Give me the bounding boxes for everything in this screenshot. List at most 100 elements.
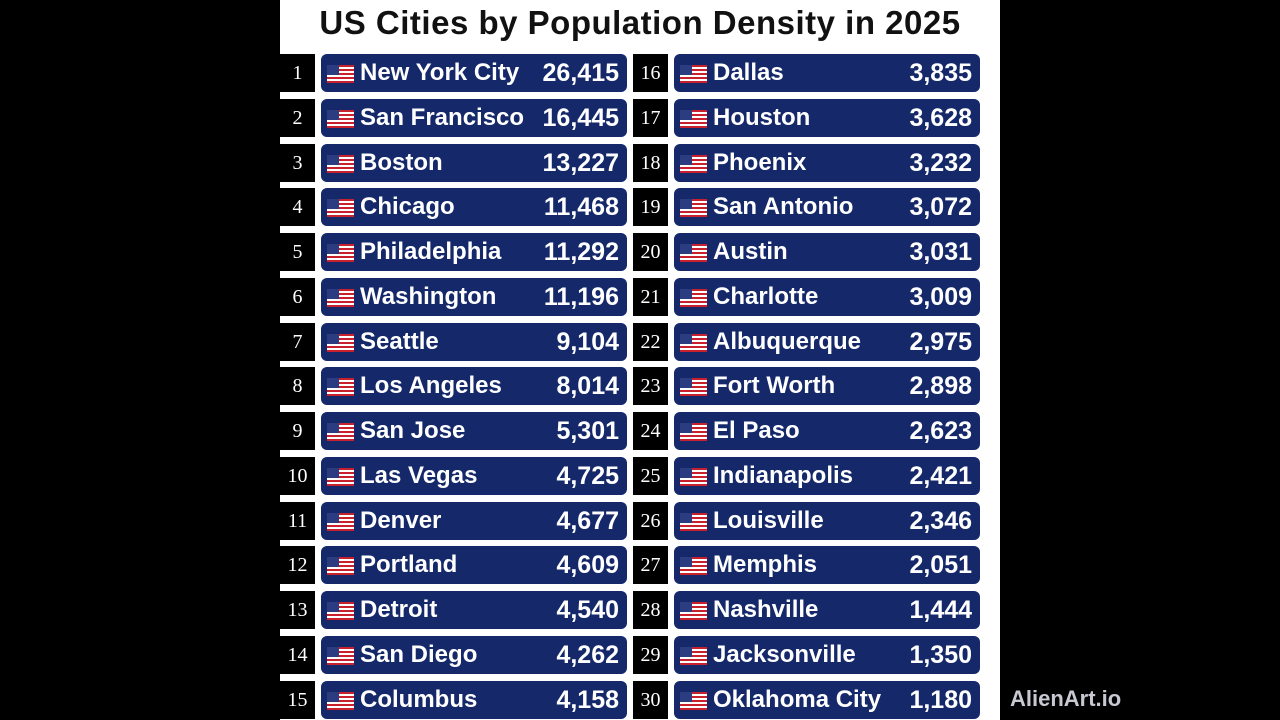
rank-badge: 25 [633, 456, 668, 495]
density-value: 4,158 [556, 685, 619, 714]
city-bar: Nashville 1,444 [674, 591, 980, 629]
us-flag-icon [327, 154, 354, 173]
us-flag-icon [327, 65, 354, 83]
city-bar: Austin 3,031 [674, 233, 980, 271]
density-value: 2,623 [909, 417, 972, 445]
city-bar: Indianapolis 2,421 [674, 456, 980, 495]
city-name: Albuquerque [713, 327, 861, 355]
city-name: Phoenix [713, 148, 807, 176]
rank-badge: 19 [633, 188, 668, 227]
density-value: 3,072 [909, 193, 972, 222]
density-value: 11,196 [543, 282, 619, 311]
density-value: 4,677 [556, 506, 619, 535]
density-value: 8,014 [556, 372, 619, 401]
city-bar: Albuquerque 2,975 [674, 322, 980, 361]
infographic-panel: US Cities by Population Density in 2025 … [280, 0, 1000, 720]
city-name: Fort Worth [713, 372, 836, 400]
rank-badge: 24 [633, 412, 668, 450]
us-flag-icon [680, 65, 707, 83]
density-value: 5,301 [556, 417, 619, 445]
rank-badge: 9 [280, 412, 315, 450]
rank-badge: 7 [280, 322, 315, 361]
city-name: Philadelphia [360, 238, 502, 265]
density-value: 2,346 [909, 506, 972, 535]
city-name: Seattle [360, 327, 439, 355]
rank-badge: 13 [280, 591, 315, 629]
rank-badge: 17 [633, 98, 668, 137]
us-flag-icon [327, 602, 354, 620]
city-bar: Columbus 4,158 [321, 680, 627, 719]
rank-badge: 16 [633, 54, 668, 92]
density-value: 2,975 [909, 327, 972, 356]
city-name: San Jose [360, 417, 466, 444]
us-flag-icon [680, 378, 707, 397]
city-name: Jacksonville [713, 640, 856, 668]
rank-badge: 8 [280, 367, 315, 406]
city-bar: Louisville 2,346 [674, 501, 980, 540]
density-value: 4,725 [556, 461, 619, 490]
city-bar: Memphis 2,051 [674, 546, 980, 585]
us-flag-icon [680, 333, 707, 352]
density-value: 3,232 [909, 148, 972, 177]
us-flag-icon [680, 512, 707, 531]
city-bar: Charlotte 3,009 [674, 277, 980, 316]
us-flag-icon [680, 646, 707, 665]
city-bar: Washington 11,196 [321, 277, 627, 316]
watermark: AlienArt.io [1010, 686, 1122, 711]
rank-badge: 29 [633, 635, 668, 674]
us-flag-icon [327, 691, 354, 710]
density-value: 2,051 [909, 551, 972, 580]
density-value: 13,227 [542, 148, 619, 177]
rank-badge: 27 [633, 546, 668, 585]
city-bar: Seattle 9,104 [321, 322, 627, 361]
rank-badge: 10 [280, 456, 315, 495]
density-value: 3,009 [909, 282, 972, 311]
density-value: 26,415 [542, 59, 619, 87]
city-name: Detroit [360, 596, 438, 623]
us-flag-icon [680, 467, 707, 486]
us-flag-icon [680, 244, 707, 262]
city-bar: San Jose 5,301 [321, 412, 627, 450]
city-bar: Las Vegas 4,725 [321, 456, 627, 495]
rank-badge: 14 [280, 635, 315, 674]
rank-badge: 23 [633, 367, 668, 406]
us-flag-icon [327, 557, 354, 576]
city-name: San Francisco [360, 103, 525, 131]
us-flag-icon [327, 244, 354, 262]
us-flag-icon [680, 154, 707, 173]
rank-badge: 4 [280, 188, 315, 227]
city-name: Columbus [360, 685, 478, 713]
city-name: Oklahoma City [713, 685, 882, 713]
city-bar: Oklahoma City 1,180 [674, 680, 980, 719]
density-value: 4,609 [556, 551, 619, 580]
city-bar: Phoenix 3,232 [674, 143, 980, 182]
city-bar: Los Angeles 8,014 [321, 367, 627, 406]
city-name: San Diego [360, 640, 478, 668]
us-flag-icon [327, 512, 354, 531]
city-bar: Denver 4,677 [321, 501, 627, 540]
city-bar: Dallas 3,835 [674, 54, 980, 92]
city-name: Austin [713, 238, 788, 265]
city-bar: Philadelphia 11,292 [321, 233, 627, 271]
city-bar: El Paso 2,623 [674, 412, 980, 450]
city-name: Indianapolis [713, 461, 854, 489]
city-bar: Detroit 4,540 [321, 591, 627, 629]
city-name: New York City [360, 59, 520, 86]
density-value: 1,350 [909, 640, 972, 669]
rank-badge: 22 [633, 322, 668, 361]
density-value: 3,628 [909, 103, 972, 132]
city-bar: Portland 4,609 [321, 546, 627, 585]
city-name: Memphis [713, 551, 818, 579]
city-name: El Paso [713, 417, 800, 444]
density-value: 1,444 [909, 596, 972, 624]
city-bar: Houston 3,628 [674, 98, 980, 137]
density-value: 1,180 [909, 685, 972, 714]
rank-badge: 6 [280, 277, 315, 316]
city-name: Portland [360, 551, 458, 579]
density-value: 2,421 [909, 461, 972, 490]
rank-badge: 18 [633, 143, 668, 182]
rank-badge: 28 [633, 591, 668, 629]
us-flag-icon [680, 199, 707, 218]
city-name: Chicago [360, 193, 455, 221]
city-bar: San Francisco 16,445 [321, 98, 627, 137]
